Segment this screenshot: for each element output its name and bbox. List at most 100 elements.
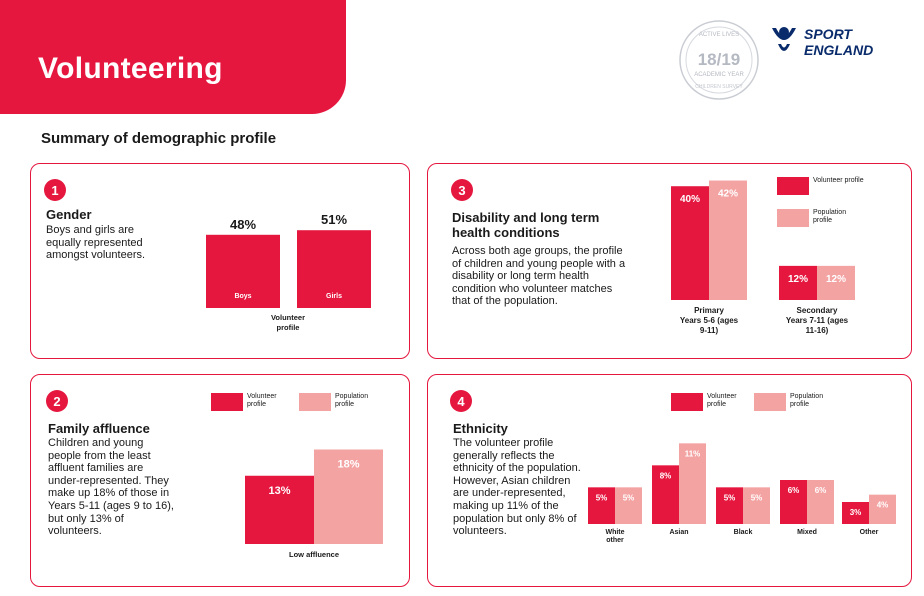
bar-population [817,265,855,300]
axis-xlabel: Volunteer [271,313,305,322]
panel-description: Boys and girls are equally represented a… [46,224,146,262]
bar-volunteer [779,265,817,300]
legend-population: Population profile [754,393,840,411]
category-label: Secondary [797,306,838,315]
bar-value-label: 12% [826,274,846,285]
bar-volunteer [671,186,709,300]
seal-graphic: ACTIVE LIVES 18/19 ACADEMIC YEAR CHILDRE… [679,20,759,100]
bar-value-label: 12% [788,274,808,285]
title-banner: Volunteering [0,0,346,114]
category-label: 9-11) [700,326,719,335]
bar-population [807,480,834,524]
bar-population [615,487,642,524]
category-label: Years 7-11 (ages [786,316,849,325]
legend-label-population: Population profile [335,393,369,408]
bar-volunteer [245,475,314,544]
panel-description: Across both age groups, the profile of c… [452,245,626,308]
category-label: Black [734,529,753,536]
affluence-panel: 2 Family affluence Children and young pe… [30,374,410,587]
panel-heading: Gender [46,207,92,222]
bar-value-label: 51% [321,212,347,227]
active-lives-seal: ACTIVE LIVES 18/19 ACADEMIC YEAR CHILDRE… [677,18,761,102]
bar-volunteer [780,480,807,524]
panel-description: The volunteer profile generally reflects… [453,437,581,538]
legend-label-volunteer: Volunteer profile [813,177,864,184]
legend-swatch-volunteer [211,393,243,411]
bar-population [869,494,896,524]
category-label: other [606,537,624,544]
bar-value-label: 18% [337,459,359,471]
bar-population [743,487,770,524]
brand-line-1: SPORT [804,26,853,42]
panel-heading: Disability and long term health conditio… [452,210,600,240]
legend-volunteer: Volunteer profile [671,393,757,411]
bar-volunteer [842,502,869,524]
panel-number-badge: 4 [450,390,472,412]
bar-value-label: 11% [685,449,701,458]
legend-swatch-population [299,393,331,411]
legend-population: Population profile [299,393,385,411]
gender-panel: 1 Gender Boys and girls are equally repr… [30,163,410,359]
seal-top-text: ACTIVE LIVES [699,32,739,38]
bar-population [314,449,383,544]
panel-number-badge: 3 [451,179,473,201]
axis-xlabel: profile [277,323,300,332]
bar-volunteer [588,487,615,524]
seal-bottom-text: CHILDREN SURVEY [695,84,743,90]
seal-years-text: 18/19 [698,50,741,69]
legend-swatch-population [777,209,809,227]
bar-value-label: 6% [815,486,827,495]
bar-value-label: 4% [877,501,889,510]
legend-label-population: Population profile [790,393,824,408]
legend-volunteer: Volunteer profile [211,393,297,411]
sport-england-mark: SPORT ENGLAND [772,26,873,58]
page-subtitle: Summary of demographic profile [41,130,277,147]
bar-value-label: 40% [680,194,700,205]
category-label: Primary [694,306,724,315]
bar-volunteer [716,487,743,524]
affluence-chart: 13% 18% Low affluence [245,449,383,559]
legend-volunteer: Volunteer profile [777,177,865,195]
bar-value-label: 5% [623,493,635,502]
bar-value-label: 5% [751,493,763,502]
legend-swatch-volunteer [671,393,703,411]
bar-value-label: 5% [596,493,608,502]
category-label: 11-16) [806,326,829,335]
legend-label-population: Population profile [813,209,847,224]
panel-description: Children and young people from the least… [48,437,174,538]
panel-heading: Ethnicity [453,421,508,436]
disability-panel: 3 Disability and long term health condit… [427,163,912,359]
bar-value-label: 3% [850,508,862,517]
bar-value-label: 48% [230,217,256,232]
panel-number-badge: 1 [44,179,66,201]
page-title: Volunteering [38,52,223,85]
bar-category-label: Girls [326,293,342,300]
bar-value-label: 6% [788,486,800,495]
bar-value-label: 8% [660,471,672,480]
legend-swatch-population [754,393,786,411]
bar-value-label: 5% [724,493,736,502]
brand-line-2: ENGLAND [804,42,873,58]
bar-category-label: Boys [234,293,251,300]
bar-value-label: 42% [718,189,738,200]
category-label: Years 5-6 (ages [680,316,739,325]
category-label: White [605,529,624,536]
legend-population: Population profile [777,209,865,227]
bar-value-label: 13% [268,485,290,497]
legend-swatch-volunteer [777,177,809,195]
legend-label-volunteer: Volunteer profile [247,393,277,408]
bar-volunteer [297,230,371,308]
category-label: Mixed [797,529,817,536]
seal-middle-text: ACADEMIC YEAR [694,72,744,78]
bar-population [709,180,747,300]
ethnicity-panel: 4 Ethnicity The volunteer profile genera… [427,374,912,587]
category-label: Asian [669,529,688,536]
bar-volunteer [652,465,679,524]
panel-number-badge: 2 [46,390,68,412]
bar-population [679,443,706,524]
sport-england-logo: SPORT ENGLAND [770,22,910,62]
bar-volunteer [206,234,280,308]
